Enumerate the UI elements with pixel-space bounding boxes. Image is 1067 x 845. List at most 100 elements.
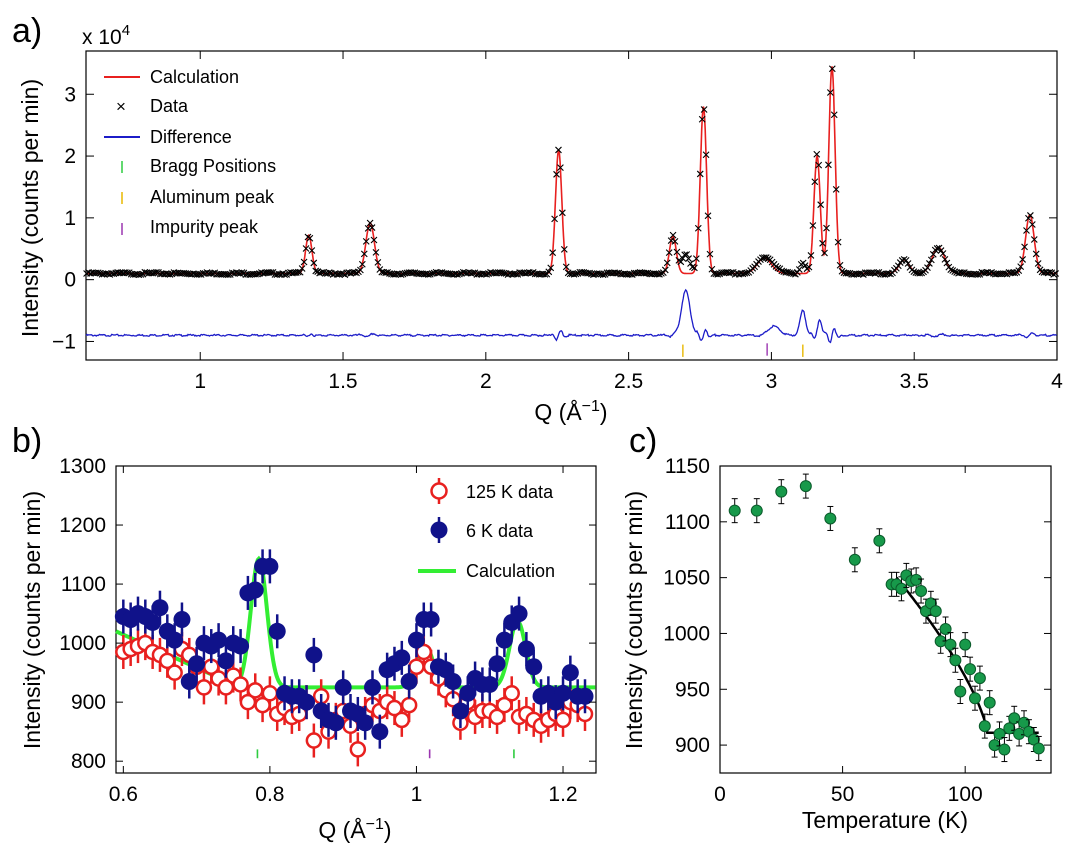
data-point [790,270,797,278]
data-point [929,250,937,258]
data-point [279,270,287,277]
data-point [555,146,562,154]
data-point [366,219,374,227]
panel-a-y-axis-label: Intensity (counts per min) [17,79,43,337]
x-tick-label: 50 [831,783,854,806]
data-point [927,256,935,264]
data-point-6k [180,672,198,690]
data-point [357,266,364,274]
data-point [590,271,597,279]
data-point [123,269,131,277]
data-point [613,269,621,277]
data-point [832,185,840,193]
legend-125k-label: 125 K data [466,482,554,502]
data-point [545,268,553,276]
data-point [195,270,203,278]
data-point-6k [371,723,389,741]
data-point [700,106,708,113]
data-point [968,692,981,705]
data-point-6k [268,622,286,640]
panel-a: a) x 104 1 1.5 2 2.5 3 3.5 4 −1 0 1 2 3 Q (Å−1) In… [12,12,1063,425]
data-point [360,250,368,258]
data-point-125k [166,664,183,681]
data-point-6k [393,649,411,667]
data-point [296,268,304,276]
data-point [372,249,380,256]
data-point [947,266,955,274]
data-point-6k [444,672,462,690]
data-point [370,236,378,244]
x-tick-label: 1 [411,783,423,806]
data-point [669,231,677,239]
data-point [910,268,918,276]
data-point-6k [561,664,579,682]
panel-a-x-axis-label: Q (Å−1) [534,398,607,425]
data-point [944,638,957,651]
data-point [209,269,217,277]
data-point [924,264,931,271]
data-point [673,248,681,256]
y-tick-label: 1000 [663,622,710,645]
data-point-6k [327,714,345,732]
data-point [959,269,966,277]
data-point [358,260,366,268]
panel-c-plot-area [728,473,1045,763]
data-point [312,267,320,275]
data-point [915,585,928,598]
data-point [1034,260,1042,267]
panel-c-axes-box [719,465,1052,774]
data-point [858,270,865,278]
data-point [1023,227,1030,234]
data-point-6k [246,581,264,599]
data-point-6k [481,675,499,693]
data-point [918,269,926,277]
data-point [706,250,714,258]
data-point [1026,212,1034,219]
data-point [339,270,347,278]
data-point [564,269,572,277]
data-point [702,151,710,159]
data-point [894,262,902,270]
x-tick-label: 3.5 [900,370,929,393]
data-point-6k [334,678,352,696]
data-point [825,161,832,169]
data-point [500,269,508,277]
data-point [786,269,793,277]
data-point [691,264,698,272]
data-point [1052,270,1060,277]
data-point [320,268,327,276]
data-point [547,264,555,272]
data-point [469,269,477,277]
data-point [873,269,881,276]
panel-a-legend: Calculation × Data Difference Bragg Posi… [104,67,276,237]
y-tick-label: 2 [64,145,76,168]
y-tick-label: 3 [64,83,76,106]
data-point [522,270,529,277]
data-point [836,261,844,269]
data-point [813,150,821,158]
panel-b-x-axis-label: Q (Å−1) [318,816,391,843]
data-point [910,573,923,586]
panel-b-x-ticks: 0.6 0.8 1 1.2 [109,466,578,806]
data-point [937,247,945,254]
data-point [399,270,407,278]
data-point [739,270,747,278]
data-point [904,260,912,267]
data-point [819,239,826,247]
data-point [102,270,110,277]
data-point [661,266,669,274]
data-point-125k [305,732,323,749]
data-point [929,605,942,618]
data-point [824,512,837,525]
data-point-125k [261,685,279,702]
x-tick-label: 0.8 [255,783,284,806]
data-point [677,258,685,266]
data-point [426,270,434,278]
data-point [844,269,852,277]
panel-a-x-ticks: 1 1.5 2 2.5 3 3.5 4 [194,51,1063,393]
data-point [807,252,815,259]
data-point-125k [408,658,425,675]
data-point [362,238,370,245]
data-point [586,269,593,277]
data-point [572,270,580,278]
